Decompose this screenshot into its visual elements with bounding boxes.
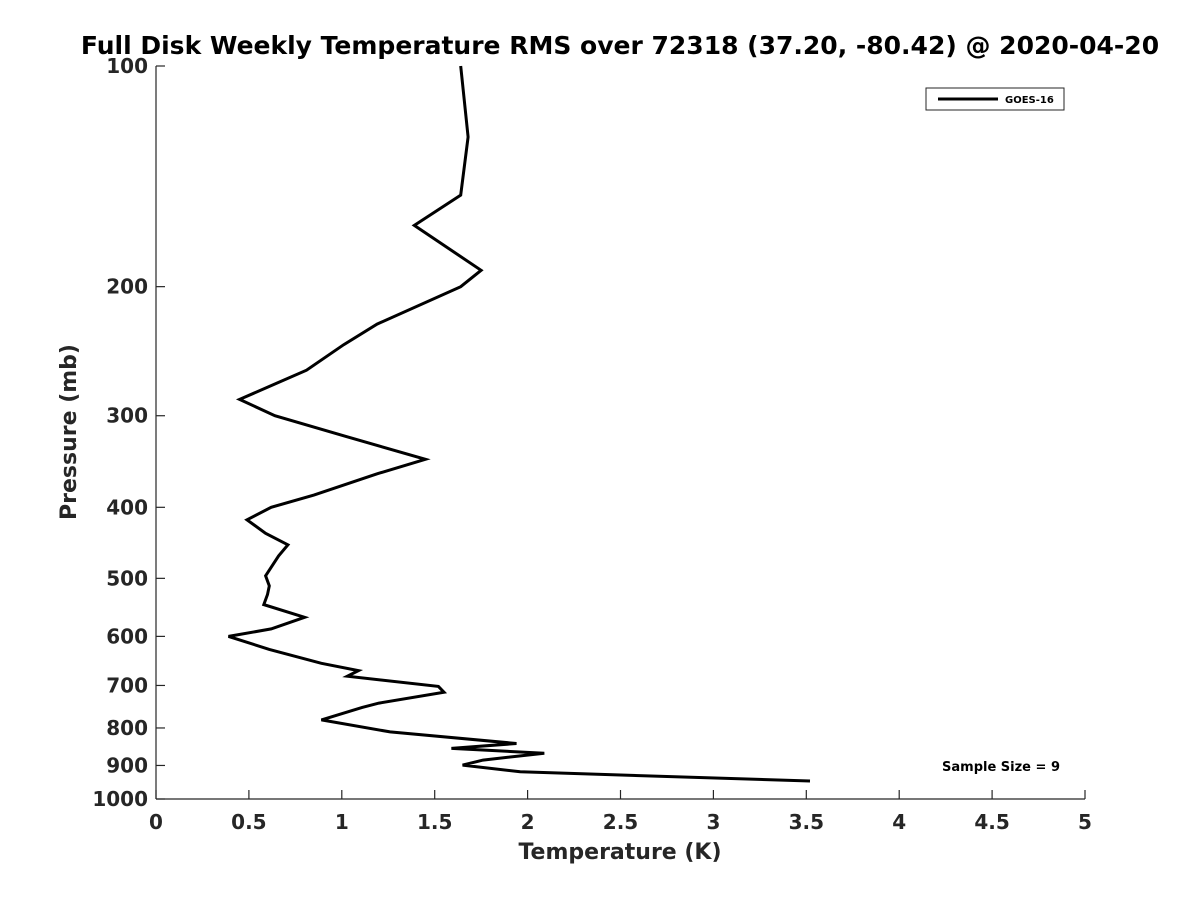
y-tick-label: 300 <box>106 404 148 428</box>
legend-label-goes-16: GOES-16 <box>1005 95 1054 106</box>
series-layer <box>228 65 811 783</box>
legend: GOES-16 <box>925 87 1065 111</box>
y-tick-label: 600 <box>106 624 148 648</box>
y-tick-label: 800 <box>106 716 148 740</box>
x-tick-label: 4 <box>892 810 906 834</box>
x-tick-label: 5 <box>1078 810 1092 834</box>
y-tick-label: 100 <box>106 54 148 78</box>
y-tick-label: 700 <box>106 673 148 697</box>
y-tick-label: 400 <box>106 495 148 519</box>
x-tick-label: 0.5 <box>231 810 266 834</box>
x-tick-label: 3.5 <box>789 810 824 834</box>
plot-area: 0 0.5 1 1.5 2 2.5 3 3.5 4 4.5 5 100 200 300 400 500 600… <box>92 54 1092 834</box>
x-tick-label: 2.5 <box>603 810 638 834</box>
x-tick-label: 3 <box>706 810 720 834</box>
x-axis-label: Temperature (K) <box>518 840 721 865</box>
x-tick-label: 4.5 <box>974 810 1009 834</box>
y-ticks: 100 200 300 400 500 600 700 800 900 1000 <box>92 54 165 811</box>
y-tick-label: 500 <box>106 566 148 590</box>
x-ticks: 0 0.5 1 1.5 2 2.5 3 3.5 4 4.5 5 <box>149 790 1092 834</box>
x-tick-label: 0 <box>149 810 163 834</box>
series-line-goes-16 <box>228 65 811 783</box>
x-tick-label: 1 <box>335 810 349 834</box>
y-tick-label: 1000 <box>92 787 148 811</box>
y-tick-label: 200 <box>106 275 148 299</box>
y-tick-label: 900 <box>106 753 148 777</box>
x-tick-label: 1.5 <box>417 810 452 834</box>
x-tick-label: 2 <box>521 810 535 834</box>
chart-title: Full Disk Weekly Temperature RMS over 72… <box>81 31 1159 60</box>
y-axis-label: Pressure (mb) <box>57 344 82 520</box>
sample-size-annotation: Sample Size = 9 <box>942 760 1060 775</box>
